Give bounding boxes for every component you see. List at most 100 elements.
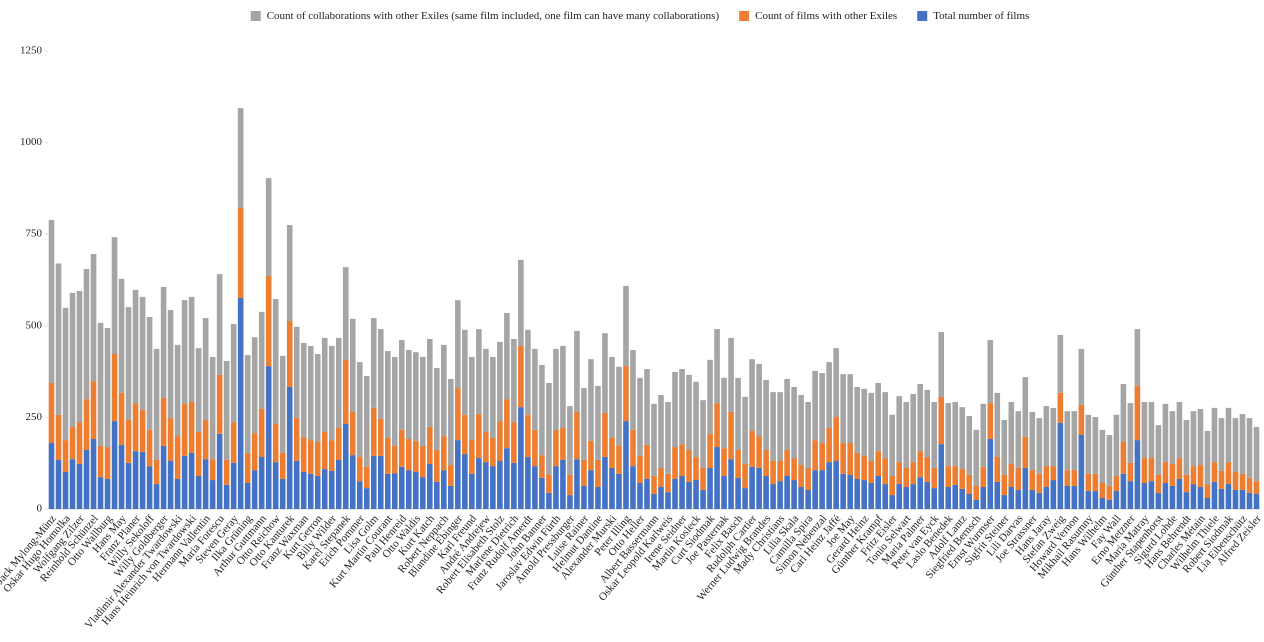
bar-segment: [328, 440, 335, 471]
bar-segment: [258, 408, 265, 457]
bar-segment: [153, 459, 160, 485]
bar-segment: [265, 178, 272, 276]
bar-segment: [427, 426, 433, 464]
bar-segment: [483, 432, 489, 463]
bar-segment: [1106, 485, 1113, 500]
bar-segment: [469, 473, 475, 509]
bar-segment: [567, 474, 573, 496]
bar-segment: [335, 428, 342, 460]
bar-segment: [1043, 466, 1050, 488]
bar-segment: [896, 462, 903, 485]
bar-segment: [321, 337, 328, 433]
bar-segment: [875, 476, 881, 509]
bar-segment: [539, 477, 545, 509]
bar-segment: [616, 366, 622, 446]
bar-segment: [560, 345, 566, 429]
bar-segment: [104, 447, 111, 479]
bar-segment: [560, 459, 566, 509]
bar-segment: [1218, 418, 1225, 471]
bar-segment: [1225, 407, 1232, 463]
bar-segment: [209, 356, 216, 460]
bar-segment: [973, 485, 980, 500]
bar-segment: [1169, 411, 1176, 464]
bar-segment: [1001, 419, 1008, 475]
bar-segment: [434, 450, 440, 482]
bar-segment: [104, 327, 111, 448]
bar-segment: [560, 428, 566, 460]
bar-segment: [125, 419, 132, 463]
bar-segment: [174, 344, 181, 437]
bar-segment: [1099, 482, 1106, 499]
bar-segment: [1134, 329, 1141, 386]
bar-segment: [160, 286, 167, 398]
bar-segment: [644, 478, 650, 509]
bar-segment: [1008, 487, 1015, 509]
bar-segment: [868, 461, 874, 483]
bar-segment: [1036, 473, 1043, 493]
bar-segment: [448, 465, 454, 486]
bar-segment: [497, 341, 503, 422]
bar-segment: [441, 470, 447, 509]
bar-segment: [707, 359, 713, 434]
bar-segment: [139, 410, 146, 452]
bar-segment: [595, 487, 601, 509]
bar-segment: [1190, 466, 1197, 485]
bar-segment: [139, 296, 146, 411]
bar-segment: [819, 373, 825, 444]
bar-segment: [889, 476, 895, 496]
bar-segment: [735, 450, 741, 478]
bar-segment: [420, 445, 426, 478]
bar-segment: [756, 436, 762, 468]
bar-segment: [728, 411, 734, 460]
bar-segment: [483, 348, 489, 433]
bar-segment: [798, 487, 804, 509]
bar-segment: [1197, 408, 1204, 466]
bar-segment: [917, 451, 924, 478]
bar-segment: [658, 395, 664, 468]
bar-segment: [721, 377, 727, 449]
bar-segment: [679, 369, 685, 445]
y-tick-label: 1250: [20, 45, 43, 57]
bar-segment: [69, 292, 76, 427]
bar-segment: [847, 474, 853, 509]
bar-segment: [335, 459, 342, 509]
bar-segment: [62, 440, 69, 472]
bar-segment: [1183, 492, 1190, 509]
bar-segment: [1092, 491, 1099, 509]
bar-segment: [104, 478, 111, 509]
bar-segment: [812, 440, 818, 471]
bar-segment: [118, 278, 125, 393]
bar-segment: [1127, 462, 1134, 482]
bar-segment: [1232, 489, 1239, 509]
bar-segment: [125, 462, 132, 509]
bar-segment: [356, 456, 363, 482]
bar-segment: [1064, 485, 1071, 509]
bar-segment: [637, 455, 643, 483]
bar-segment: [889, 495, 895, 509]
bar-segment: [251, 470, 258, 509]
bar-segment: [195, 476, 202, 509]
bar-segment: [391, 445, 398, 474]
bar-segment: [370, 407, 377, 456]
bar-segment: [1253, 426, 1260, 482]
bar-segment: [363, 466, 370, 489]
bar-segment: [1148, 402, 1155, 459]
bar-segment: [167, 418, 174, 462]
bar-segment: [1078, 348, 1085, 405]
bar-segment: [504, 399, 510, 449]
bar-segment: [441, 436, 447, 471]
bar-segment: [188, 402, 195, 453]
legend-swatch: [250, 11, 261, 21]
bar-segment: [160, 445, 167, 509]
bar-segment: [798, 465, 804, 488]
bar-segment: [952, 466, 959, 485]
bar-segment: [875, 451, 881, 477]
bar-segment: [462, 414, 468, 455]
bar-segment: [237, 297, 244, 509]
bar-segment: [377, 418, 384, 456]
bar-segment: [994, 392, 1001, 457]
bar-segment: [1155, 425, 1162, 475]
bar-segment: [588, 440, 594, 471]
bar-segment: [637, 377, 643, 456]
bar-segment: [1050, 407, 1057, 467]
